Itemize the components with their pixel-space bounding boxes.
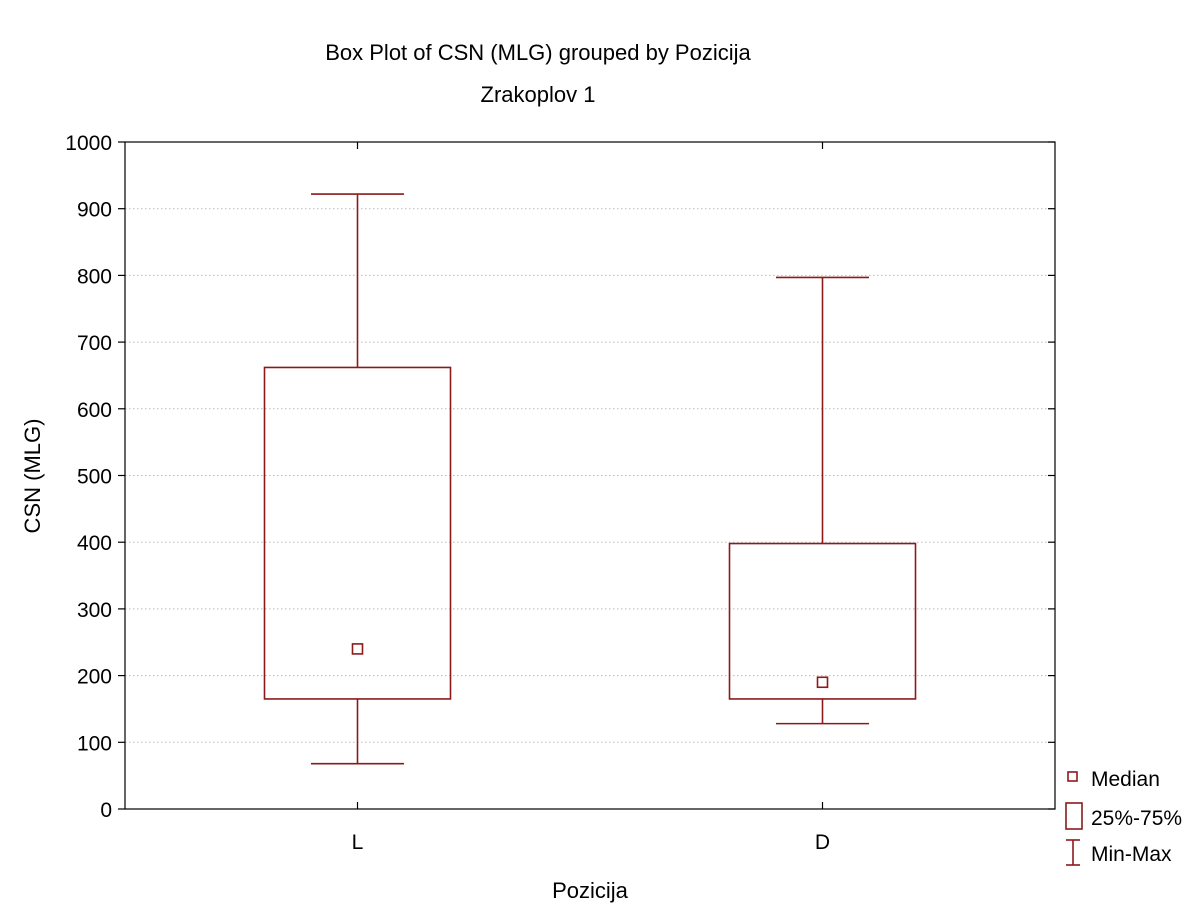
chart-subtitle: Zrakoplov 1 [481, 82, 596, 107]
y-tick-label: 300 [77, 599, 112, 622]
median-marker [351, 643, 364, 655]
y-tick-label: 800 [77, 265, 112, 288]
box-series [263, 193, 917, 765]
legend-whisker-label: Min-Max [1091, 843, 1172, 866]
iqr-box [263, 366, 452, 700]
legend-median-label: Median [1091, 768, 1160, 791]
median-marker [816, 676, 829, 689]
legend-box-icon [1065, 802, 1083, 830]
x-tick-label: D [815, 831, 830, 854]
y-tick-label: 0 [100, 799, 112, 822]
box-L [263, 193, 452, 765]
chart-title: Box Plot of CSN (MLG) grouped by Pozicij… [325, 40, 751, 65]
y-tick-label: 1000 [65, 132, 112, 155]
legend-whisker-icon [1066, 839, 1080, 866]
y-tick-label: 400 [77, 532, 112, 555]
grid-lines [125, 208, 1055, 743]
y-tick-label: 700 [77, 332, 112, 355]
iqr-box [728, 542, 917, 700]
box-D [728, 276, 917, 725]
x-tick-label: L [352, 831, 364, 854]
y-tick-label: 900 [77, 199, 112, 222]
x-axis-label: Pozicija [552, 878, 629, 903]
legend: Median 25%-75% Min-Max [1065, 768, 1182, 866]
y-tick-label: 500 [77, 466, 112, 489]
y-axis-label: CSN (MLG) [20, 419, 45, 534]
legend-median-icon [1067, 771, 1078, 782]
y-tick-label: 100 [77, 732, 112, 755]
y-tick-label: 600 [77, 399, 112, 422]
legend-box-label: 25%-75% [1091, 807, 1182, 830]
y-tick-label: 200 [77, 666, 112, 689]
y-axis: 0 100 200 300 400 500 600 700 800 900 1000 [65, 132, 1055, 822]
